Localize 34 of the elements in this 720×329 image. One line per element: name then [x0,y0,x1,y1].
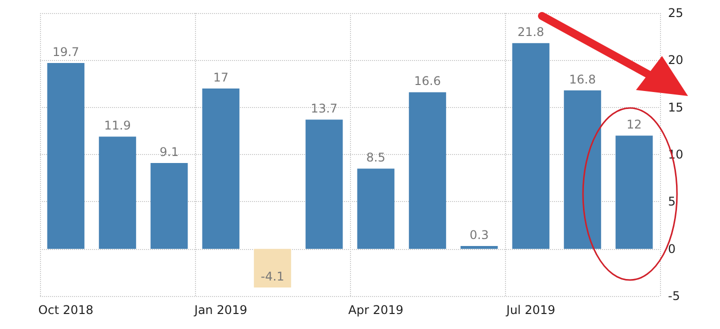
x-tick-label: Jan 2019 [193,303,248,317]
data-label: 0.3 [470,228,489,242]
bar [98,136,136,249]
bar [357,168,394,249]
bar [408,92,446,249]
bar [460,246,498,249]
y-tick-label: -5 [668,289,680,303]
y-tick-label: 0 [668,242,676,256]
data-label: 13.7 [310,102,338,116]
data-label: 17 [213,70,228,84]
x-tick-label: Jul 2019 [505,303,556,317]
y-tick-label: 5 [668,194,676,209]
data-label: 16.6 [414,74,441,88]
data-label: 12 [626,118,642,132]
bar [150,162,188,249]
x-tick-label: Apr 2019 [348,303,404,317]
bar [616,136,653,249]
data-label: 9.1 [160,144,179,159]
y-tick-label: 25 [668,6,684,20]
bar [512,43,550,249]
data-label: 19.7 [52,44,80,59]
y-tick-label: 15 [668,100,684,114]
x-tick-label: Oct 2018 [38,303,94,317]
bar [564,90,602,249]
data-label: 21.8 [517,25,544,40]
data-label: 8.5 [366,150,386,165]
data-label: 16.8 [569,72,596,86]
bar [306,120,343,249]
bar [254,248,292,288]
data-label: -4.1 [260,270,284,284]
data-label: 11.9 [104,118,131,133]
bar [202,88,240,249]
bar [47,62,84,249]
y-tick-label: 20 [668,53,684,68]
